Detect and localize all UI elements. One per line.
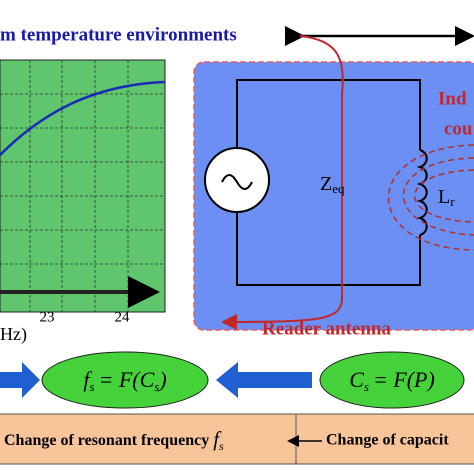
text-part: f xyxy=(213,427,222,451)
text-part: Z xyxy=(320,173,332,195)
plot xyxy=(0,59,166,313)
inductor: Lr xyxy=(438,186,455,209)
antenna-arrow xyxy=(221,35,344,330)
formula: fs = F(Cs) xyxy=(83,367,166,394)
circuit xyxy=(204,79,428,286)
footer-right: Change of capacit xyxy=(326,432,449,449)
title: m temperature environments xyxy=(0,24,237,45)
antenna-label: Reader antenna xyxy=(262,318,391,339)
text-part: f xyxy=(83,367,92,392)
impedance: Zeq xyxy=(320,173,345,196)
tick-label: 23 xyxy=(40,309,55,325)
text-part: = F(P) xyxy=(373,367,435,392)
formula: Cs = F(P) xyxy=(349,367,435,394)
arrow xyxy=(216,362,312,398)
text-part: s xyxy=(219,439,224,453)
text-part: ) xyxy=(157,367,166,392)
footer-left: Change of resonant frequency fs xyxy=(4,427,224,453)
formula-box xyxy=(319,351,465,409)
text-part: eq xyxy=(332,181,345,196)
text-part: s xyxy=(89,379,94,394)
text-part: = F(C xyxy=(99,367,155,392)
text-part: L xyxy=(438,186,450,208)
text-part: s xyxy=(154,379,159,394)
field-lines xyxy=(387,144,474,251)
tick-label: 24 xyxy=(115,309,131,325)
coupling-label: Ind xyxy=(438,88,467,109)
formula-box xyxy=(41,351,209,409)
arrow xyxy=(0,362,40,398)
footer-box xyxy=(0,413,474,465)
text-part: s xyxy=(364,379,369,394)
antenna-box xyxy=(193,61,474,331)
text-part: r xyxy=(450,194,455,209)
text-part: Change of resonant frequency xyxy=(4,432,213,449)
axis-unit: Hz) xyxy=(0,324,27,345)
coupling-label: cou xyxy=(444,118,473,139)
text-part: C xyxy=(349,367,364,392)
